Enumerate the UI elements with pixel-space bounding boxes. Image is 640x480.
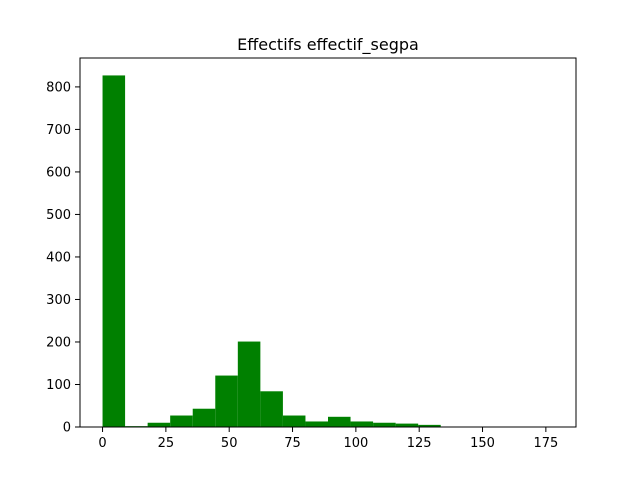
y-tick-label: 200 [46,335,71,350]
histogram-bar-5 [215,375,238,427]
y-tick-label: 700 [46,123,71,138]
y-tick-label: 0 [63,421,71,436]
histogram-bar-7 [260,391,283,427]
x-tick-label: 175 [533,436,558,451]
x-tick-label: 0 [98,436,106,451]
histogram-bar-12 [373,422,396,427]
histogram-bar-11 [350,421,374,427]
histogram-bar-14 [418,424,441,427]
x-tick-label: 75 [284,436,301,451]
y-tick-label: 500 [46,208,71,223]
y-tick-label: 400 [46,250,71,265]
chart-title: Effectifs effectif_segpa [237,35,419,55]
histogram-bar-8 [282,415,306,427]
x-tick-label: 100 [343,436,368,451]
histogram-bar-0 [102,75,126,428]
bars-group [102,75,554,428]
x-tick-label: 125 [407,436,432,451]
x-axis: 0 25 50 75 100 125 150 175 [98,427,558,451]
y-tick-label: 300 [46,293,71,308]
x-tick-label: 150 [470,436,495,451]
histogram-bar-10 [328,416,351,427]
histogram-bar-3 [170,415,193,427]
plot-frame [79,57,577,428]
y-tick-label: 600 [46,165,71,180]
x-tick-label: 50 [221,436,238,451]
y-tick-label: 800 [46,80,71,95]
histogram-bar-4 [192,408,216,427]
x-tick-label: 25 [158,436,175,451]
histogram-bar-9 [305,421,328,427]
histogram-bar-2 [147,422,171,427]
histogram-bar-13 [395,423,419,427]
histogram-bar-6 [237,341,261,427]
y-tick-label: 100 [46,378,71,393]
y-axis: 0 100 200 300 400 500 600 700 800 [46,80,80,436]
